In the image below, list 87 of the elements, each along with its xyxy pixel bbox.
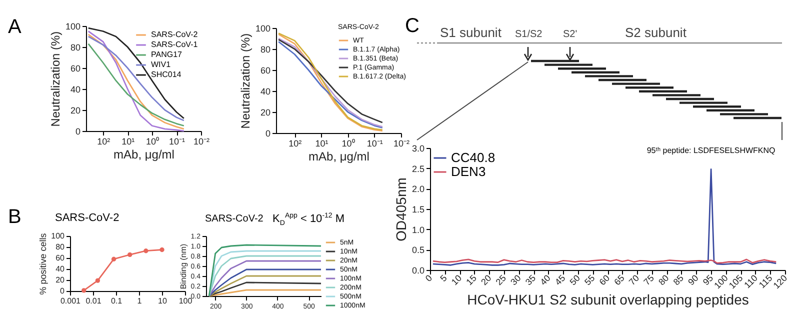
x-tick-label: 10⁻¹ <box>169 136 186 146</box>
y-tick-label: 20 <box>260 108 270 118</box>
x-tick-label: 70 <box>626 272 642 288</box>
x-tick-label: 0.001 <box>60 296 82 306</box>
text: B <box>8 206 22 229</box>
x-tick-label: 10¹ <box>122 136 135 146</box>
y-tick-label: 100 <box>51 232 66 240</box>
y-axis-title: Binding (nm) <box>178 243 188 290</box>
x-tick-label: 0.01 <box>86 296 102 306</box>
x-tick-label: 1 <box>137 296 142 306</box>
y-tick-label: 40 <box>260 86 270 96</box>
y-tick-label: 40 <box>56 264 66 274</box>
chart-title: SARS-CoV-2 <box>205 214 264 225</box>
legend-label: SARS-CoV-1 <box>151 40 198 49</box>
x-tick-label: 35 <box>523 272 538 288</box>
x-tick-label: 10¹ <box>315 138 328 148</box>
x-tick-label: 65 <box>612 272 626 288</box>
y-tick-label: 2.0 <box>412 184 424 194</box>
x-tick-label: 5 <box>438 272 449 284</box>
chart-subtitle: K$_{D}$$^{App}$ < 10$^{-12}$ M <box>272 212 345 227</box>
y-tick-label: 1.0 <box>412 224 424 235</box>
y-tick-label: 0.5 <box>412 245 424 256</box>
x-tick-label: 10⁻¹ <box>366 138 383 148</box>
x-tick-label: 45 <box>553 272 568 288</box>
x-tick-label: 10⁰ <box>342 138 355 148</box>
y-tick-label: 100 <box>65 22 80 32</box>
x-tick-label: 10² <box>288 138 302 148</box>
y-tick-label: 40 <box>70 84 80 94</box>
x-tick-label: 100 <box>178 296 193 306</box>
x-tick-label: 10⁰ <box>146 136 160 146</box>
y-tick-label: 0 <box>265 128 270 138</box>
y-tick-label: 0.0 <box>412 266 424 276</box>
y-tick-label: 1.5 <box>412 204 424 214</box>
x-tick-label: 10⁻² <box>393 138 410 148</box>
legend-label: SHC014 <box>151 70 182 79</box>
x-axis-title: HCoV-HKU1 S2 subunit overlapping peptides <box>467 292 749 308</box>
x-tick-label: 80 <box>656 272 671 288</box>
y-tick-label: 60 <box>260 66 270 76</box>
y-axis-title: % positive cells <box>38 232 48 295</box>
legend-label: DEN3 <box>451 164 486 179</box>
x-tick-label: 110 <box>742 272 760 290</box>
point <box>144 248 148 254</box>
x-tick-label: 75 <box>642 272 656 288</box>
legend-label: WIV1 <box>151 60 172 69</box>
x-tick-label: 50 <box>568 272 582 288</box>
y-tick-label: 60 <box>56 254 66 262</box>
x-tick-label: 25 <box>494 272 508 288</box>
y-tick-label: 2.5 <box>412 164 424 174</box>
x-tick-label: 30 <box>508 272 523 288</box>
point <box>160 247 164 252</box>
y-tick-label: 60 <box>70 64 80 74</box>
x-axis-title: mAb, μg/ml <box>114 148 174 162</box>
y-tick-label: 80 <box>260 44 270 54</box>
x-tick-label: 20 <box>479 272 494 288</box>
annotation: 95ᵗʰ peptide: LSDFESELSHWFKNQ <box>646 146 776 156</box>
legend-label: CC40.8 <box>451 150 496 165</box>
x-tick-label: 60 <box>597 272 612 288</box>
point <box>111 256 116 262</box>
y-tick-label: 20 <box>70 106 80 116</box>
point <box>128 252 132 258</box>
x-tick-label: 10 <box>449 272 464 288</box>
x-tick-label: 10⁻² <box>193 136 210 146</box>
x-tick-label: 85 <box>671 272 686 288</box>
x-axis-title: mAb, μg/ml <box>308 150 370 164</box>
y-axis-title: OD405nm <box>392 178 409 242</box>
y-tick-label: 0 <box>75 126 80 136</box>
x-tick-label: 10² <box>97 136 110 146</box>
legend-label: PANG17 <box>151 50 183 59</box>
legend-label: SARS-CoV-2 <box>151 30 198 39</box>
x-tick-label: 15 <box>464 272 478 288</box>
y-tick-label: 100 <box>255 24 270 34</box>
y-axis-title: Neutralization (%) <box>238 33 252 129</box>
y-axis-title: Neutralization (%) <box>48 31 62 127</box>
x-tick-label: 40 <box>538 272 552 288</box>
y-tick-label: 80 <box>70 42 80 52</box>
x-tick-label: 55 <box>582 272 597 288</box>
x-tick-label: 0 <box>423 272 434 284</box>
x-tick-label: 90 <box>686 272 700 288</box>
chart-title: SARS-CoV-2 <box>55 212 120 224</box>
y-tick-label: 3.0 <box>412 144 424 154</box>
text: C <box>405 15 420 38</box>
x-tick-label: 10 <box>158 296 168 306</box>
x-tick-label: 0.1 <box>110 296 123 306</box>
point <box>95 278 100 283</box>
line-series <box>432 168 777 266</box>
text: A <box>8 16 22 39</box>
y-tick-label: 80 <box>56 242 66 252</box>
